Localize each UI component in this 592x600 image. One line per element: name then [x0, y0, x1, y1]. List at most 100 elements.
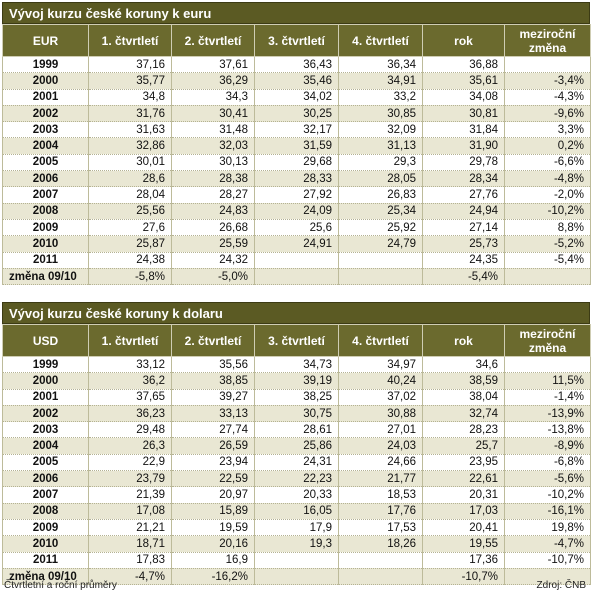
value-cell — [254, 252, 339, 269]
value-cell — [504, 356, 591, 374]
value-cell: 32,86 — [88, 137, 172, 155]
value-cell: 20,97 — [171, 486, 255, 504]
value-cell: 30,01 — [88, 154, 172, 172]
table-row: 2009 27,6 26,68 25,6 25,92 27,14 8,8% — [2, 219, 591, 237]
change-cell: -5,0% — [171, 268, 255, 286]
value-cell: 37,65 — [88, 389, 172, 406]
value-cell: 20,16 — [171, 535, 255, 553]
value-cell: 31,63 — [88, 121, 172, 139]
column-header: 3. čtvrtletí — [254, 324, 339, 357]
table-row: 2006 23,79 22,59 22,23 21,77 22,61 -5,6% — [2, 470, 591, 488]
value-cell: 25,34 — [338, 203, 423, 220]
value-cell: 24,66 — [338, 454, 423, 472]
value-cell: 24,31 — [254, 454, 339, 472]
value-cell: 27,76 — [422, 186, 505, 204]
value-cell: 32,17 — [254, 121, 339, 139]
table-row: 2002 36,23 33,13 30,75 30,88 32,74 -13,9% — [2, 405, 591, 423]
table-row: 2002 31,76 30,41 30,25 30,85 30,81 -9,6% — [2, 105, 591, 123]
value-cell: 24,03 — [338, 437, 423, 455]
year-cell: 2003 — [2, 121, 89, 139]
value-cell: 33,2 — [338, 89, 423, 106]
value-cell: 28,23 — [422, 421, 505, 439]
footer-source: Zdroj: ČNB — [536, 580, 586, 591]
value-cell: 27,6 — [88, 219, 172, 237]
table-row: 2004 26,3 26,59 25,86 24,03 25,7 -8,9% — [2, 437, 591, 455]
value-cell: 3,3% — [504, 121, 591, 139]
eur-table-title: Vývoj kurzu české koruny k euru — [2, 2, 590, 24]
year-cell: 2001 — [2, 89, 89, 106]
table-row: 2010 18,71 20,16 19,3 18,26 19,55 -4,7% — [2, 535, 591, 553]
value-cell: 35,46 — [254, 72, 339, 90]
value-cell: 29,78 — [422, 154, 505, 172]
change-cell — [254, 268, 339, 286]
value-cell: 30,88 — [338, 405, 423, 423]
value-cell: -2,0% — [504, 186, 591, 204]
value-cell: -5,6% — [504, 470, 591, 488]
column-header: meziroční změna — [504, 24, 591, 57]
change-label: změna 09/10 — [2, 568, 89, 586]
footer-note: Čtvrtletní a roční průměry — [4, 580, 117, 591]
value-cell: 30,25 — [254, 105, 339, 123]
change-cell — [504, 568, 591, 586]
value-cell: 24,94 — [422, 203, 505, 220]
value-cell: 31,59 — [254, 137, 339, 155]
year-cell: 2010 — [2, 235, 89, 253]
value-cell: 19,59 — [171, 519, 255, 537]
table-row: 2003 29,48 27,74 28,61 27,01 28,23 -13,8% — [2, 421, 591, 439]
value-cell: 27,74 — [171, 421, 255, 439]
value-cell: 24,32 — [171, 252, 255, 269]
currency-header: USD — [2, 324, 89, 357]
value-cell: 27,14 — [422, 219, 505, 237]
value-cell: 18,26 — [338, 535, 423, 553]
change-row: změna 09/10 -4,7% -16,2% -10,7% — [2, 568, 591, 586]
value-cell: 38,04 — [422, 389, 505, 406]
change-cell — [504, 268, 591, 286]
value-cell: -10,7% — [504, 552, 591, 569]
value-cell: -4,3% — [504, 89, 591, 106]
year-cell: 2004 — [2, 437, 89, 455]
value-cell: 30,41 — [171, 105, 255, 123]
value-cell: 31,90 — [422, 137, 505, 155]
value-cell: 27,01 — [338, 421, 423, 439]
value-cell: 31,76 — [88, 105, 172, 123]
year-cell: 2003 — [2, 421, 89, 439]
value-cell: 20,31 — [422, 486, 505, 504]
column-header: 4. čtvrtletí — [338, 324, 423, 357]
value-cell: 26,68 — [171, 219, 255, 237]
value-cell: 17,9 — [254, 519, 339, 537]
column-header: 1. čtvrtletí — [88, 24, 172, 57]
column-header: 3. čtvrtletí — [254, 24, 339, 57]
column-header: rok — [422, 324, 505, 357]
value-cell: 19,8% — [504, 519, 591, 537]
value-cell: -9,6% — [504, 105, 591, 123]
eur-table: EUR 1. čtvrtletí 2. čtvrtletí 3. čtvrtletí 4… — [2, 24, 591, 286]
value-cell: -8,9% — [504, 437, 591, 455]
value-cell: 20,33 — [254, 486, 339, 504]
value-cell: 33,12 — [88, 356, 172, 374]
value-cell: 24,91 — [254, 235, 339, 253]
table-row: 2007 28,04 28,27 27,92 26,83 27,76 -2,0% — [2, 186, 591, 204]
table-row: 2000 36,2 38,85 39,19 40,24 38,59 11,5% — [2, 372, 591, 390]
change-cell: -10,7% — [422, 568, 505, 586]
usd-table-block: Vývoj kurzu české koruny k dolaru USD 1. … — [2, 302, 591, 586]
value-cell: 8,8% — [504, 219, 591, 237]
eur-header-row: EUR 1. čtvrtletí 2. čtvrtletí 3. čtvrtletí 4… — [2, 24, 591, 57]
year-cell: 2011 — [2, 552, 89, 569]
value-cell: 25,59 — [171, 235, 255, 253]
value-cell: -16,1% — [504, 503, 591, 520]
value-cell: 27,92 — [254, 186, 339, 204]
value-cell: 24,83 — [171, 203, 255, 220]
value-cell: 26,3 — [88, 437, 172, 455]
value-cell: 35,61 — [422, 72, 505, 90]
value-cell: 28,38 — [171, 170, 255, 188]
value-cell: 17,53 — [338, 519, 423, 537]
footer: Čtvrtletní a roční průměry Zdroj: ČNB — [4, 580, 588, 591]
table-row: 2001 34,8 34,3 34,02 33,2 34,08 -4,3% — [2, 89, 591, 106]
value-cell: 16,05 — [254, 503, 339, 520]
table-row: 2010 25,87 25,59 24,91 24,79 25,73 -5,2% — [2, 235, 591, 253]
usd-table: USD 1. čtvrtletí 2. čtvrtletí 3. čtvrtletí 4… — [2, 324, 591, 586]
value-cell: 31,48 — [171, 121, 255, 139]
value-cell: 38,59 — [422, 372, 505, 390]
value-cell: 28,6 — [88, 170, 172, 188]
year-cell: 2006 — [2, 170, 89, 188]
